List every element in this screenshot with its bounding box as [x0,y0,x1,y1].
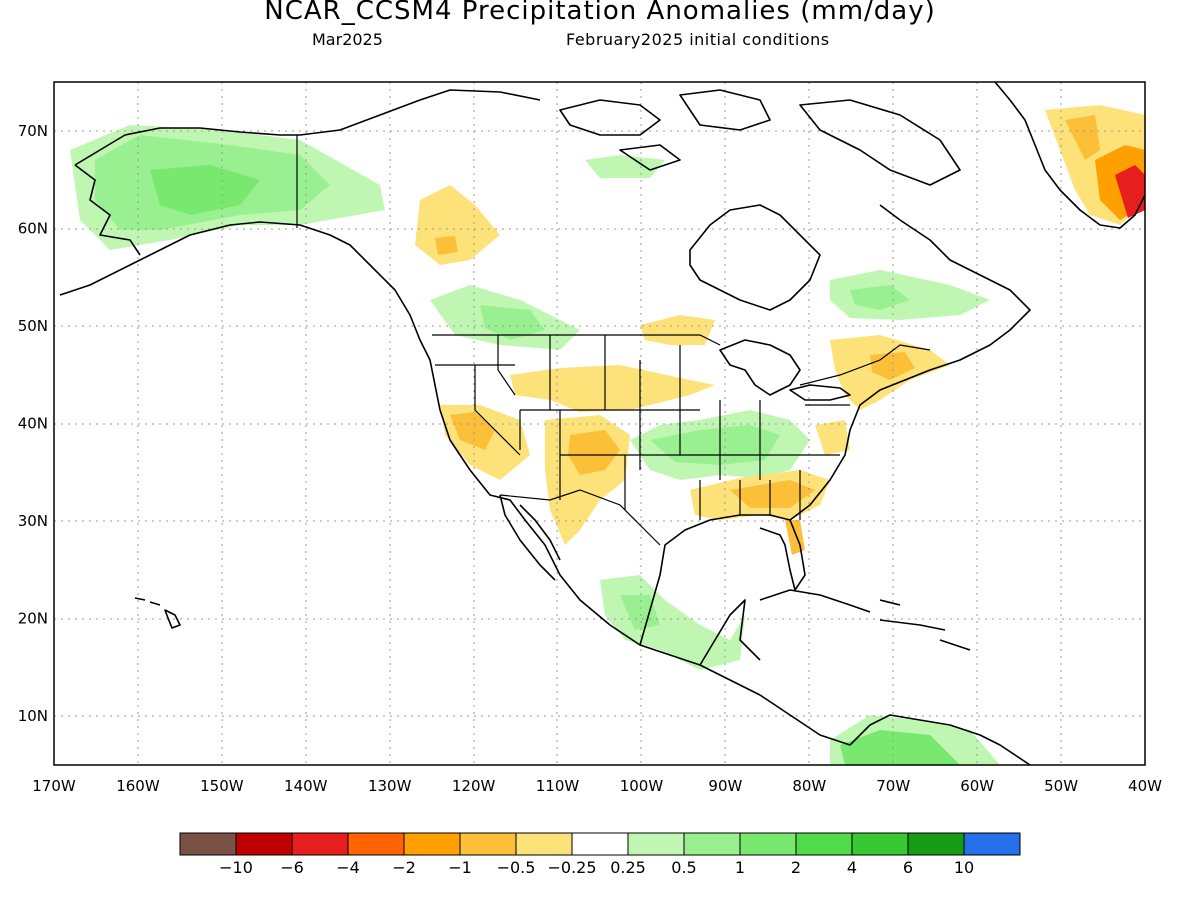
coastline-hawaii [134,597,181,629]
colorbar-swatch-2 [291,832,349,856]
anomaly-area-canada-drier [435,236,458,255]
colorbar-swatch-3 [347,832,405,856]
anomaly-area-new-mexico-drier [568,430,620,475]
coastline-east [789,204,1031,521]
anomaly-shading [70,105,1145,765]
latitude-tick-10n: 10N [18,707,48,725]
anomaly-area-mexico-wet-core [620,595,660,630]
anomaly-area-alaska-core [150,165,260,215]
anomaly-area-canada-wet-west-core [480,305,545,340]
colorbar-labels: −10 −6 −4 −2 −1 −0.5 −0.25 0.25 0.5 1 2 4 6 10 [219,858,974,877]
colorbar-label-8: 0.5 [671,858,696,877]
longitude-tick-50w: 50W [1044,777,1078,795]
coastline-greenland [994,82,1145,229]
colorbar-swatch-7 [571,832,629,856]
colorbar-swatch-10 [739,832,797,856]
map-title: NCAR_CCSM4 Precipitation Anomalies (mm/d… [264,0,936,26]
latitude-tick-40n: 40N [18,415,48,433]
colorbar-label-5: −0.5 [497,858,536,877]
colorbar-swatch-12 [851,832,909,856]
latitude-tick-50n: 50N [18,317,48,335]
longitude-tick-170w: 170W [32,777,76,795]
forecast-month: Mar2025 [312,30,383,49]
coastline-yucatan [699,599,761,666]
colorbar-swatch-1 [235,832,293,856]
coastline-caribbean [759,589,971,651]
longitude-tick-60w: 60W [960,777,994,795]
colorbar-label-13: 10 [954,858,974,877]
border-us-mexico [499,489,661,546]
gridlines [54,82,1145,765]
longitude-tick-70w: 70W [876,777,910,795]
longitude-tick-90w: 90W [708,777,742,795]
longitude-tick-100w: 100W [620,777,664,795]
longitude-tick-120w: 120W [452,777,496,795]
anomaly-area-southeast-drier [730,480,815,508]
map-frame [53,81,1146,766]
colorbar [179,832,1021,856]
colorbar-label-10: 2 [791,858,801,877]
latitude-tick-30n: 30N [18,512,48,530]
colorbar-swatch-8 [627,832,685,856]
anomaly-area-florida-dry [785,520,805,555]
colorbar-label-2: −4 [336,858,360,877]
coastline-great-lakes [719,339,851,401]
latitude-tick-60n: 60N [18,219,48,237]
colorbar-label-12: 6 [903,858,913,877]
anomaly-area-quebec-wet-core [850,285,910,310]
colorbar-label-0: −10 [219,858,253,877]
coastline-south-america [849,714,1031,765]
coastline-alaska-north [74,89,541,166]
latitude-tick-labels: 10N 20N 30N 40N 50N 60N 70N [18,122,48,725]
colorbar-label-3: −2 [392,858,416,877]
latitude-tick-70n: 70N [18,122,48,140]
coastlines [59,82,1145,765]
colorbar-label-9: 1 [735,858,745,877]
colorbar-swatch-4 [403,832,461,856]
colorbar-swatch-0 [179,832,237,856]
anomaly-area-nunavut-wet [585,155,665,178]
anomaly-area-great-basin-dry [510,365,715,412]
colorbar-label-11: 4 [847,858,857,877]
colorbar-swatch-14 [963,832,1021,856]
colorbar-swatch-6 [515,832,573,856]
anomaly-area-canada-dry [415,185,500,265]
colorbar-label-6: −0.25 [547,858,596,877]
political-boundaries [296,135,931,546]
coastline-alaska-west [74,164,141,256]
coastline-hudson-bay [689,204,821,311]
initial-conditions-label: February2025 initial conditions [566,30,830,49]
anomaly-area-greenland-extreme-dry [1115,165,1145,218]
colorbar-label-7: 0.25 [610,858,646,877]
longitude-tick-labels: 170W 160W 150W 140W 130W 120W 110W 100W 90W 80W 70… [32,777,1162,795]
longitude-tick-130w: 130W [368,777,412,795]
anomaly-area-greenland-drier [1065,115,1100,160]
colorbar-swatch-13 [907,832,965,856]
longitude-tick-160w: 160W [116,777,160,795]
anomaly-area-nevada-drier [450,412,495,450]
anomaly-area-ontario-dry [640,315,715,345]
colorbar-swatch-5 [459,832,517,856]
latitude-tick-20n: 20N [18,610,48,628]
coastline-west [59,221,851,746]
longitude-tick-140w: 140W [284,777,328,795]
anomaly-area-mid-atlantic-dry [815,420,850,455]
longitude-tick-110w: 110W [536,777,580,795]
coastline-baja [499,494,561,581]
border-us-canada [432,334,931,386]
colorbar-label-4: −1 [448,858,472,877]
longitude-tick-80w: 80W [792,777,826,795]
anomaly-area-south-america-wet-core [840,730,960,765]
colorbar-swatch-9 [683,832,741,856]
longitude-tick-150w: 150W [200,777,244,795]
coastline-arctic-islands [559,89,961,186]
colorbar-label-1: −6 [280,858,304,877]
longitude-tick-40w: 40W [1128,777,1162,795]
state-borders [435,335,850,520]
colorbar-swatch-11 [795,832,853,856]
coastline-gulf [639,514,806,646]
